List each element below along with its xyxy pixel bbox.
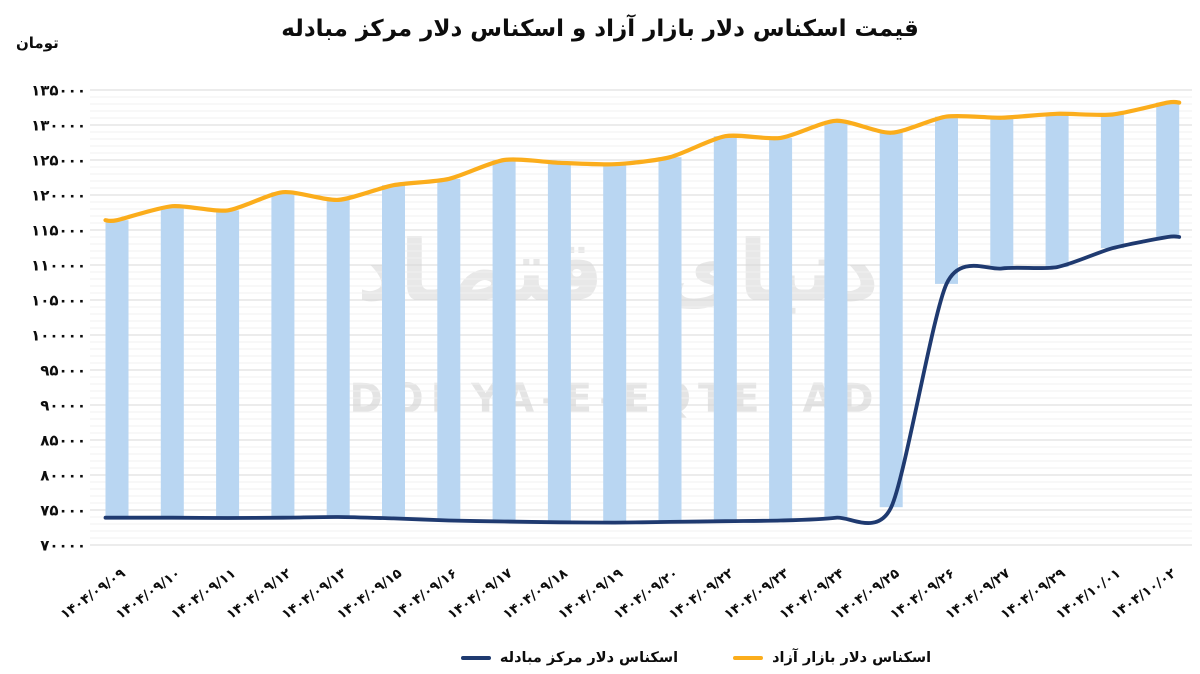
- y-tick-label: ۷۵۰۰۰: [40, 502, 86, 520]
- y-tick-label: ۹۵۰۰۰: [40, 362, 86, 380]
- exchange-line-swatch: [460, 656, 491, 660]
- free-market-line: [103, 99, 1182, 224]
- range-bar: [603, 164, 627, 523]
- gridlines: [90, 89, 1192, 546]
- range-bar: [1100, 114, 1124, 249]
- range-bar: [769, 137, 793, 521]
- range-bar: [216, 210, 240, 518]
- bars-group: [105, 102, 1180, 523]
- legend-item-free-market: اسکناس دلار بازار آزاد: [733, 650, 931, 666]
- y-tick-label: ۱۱۵۰۰۰: [31, 222, 86, 240]
- range-bar: [492, 160, 516, 522]
- free-market-line-swatch: [733, 656, 764, 660]
- y-tick-label: ۱۱۰۰۰۰: [31, 257, 86, 275]
- y-tick-label: ۹۰۰۰۰: [40, 397, 86, 415]
- legend-label-free-market: اسکناس دلار بازار آزاد: [772, 650, 932, 666]
- y-axis-unit-label: تومان: [16, 34, 59, 52]
- range-bar: [990, 117, 1014, 269]
- y-tick-label: ۱۳۵۰۰۰: [31, 82, 86, 100]
- range-bar: [382, 185, 405, 519]
- y-tick-label: ۷۰۰۰۰: [40, 537, 86, 555]
- legend-label-exchange-center: اسکناس دلار مرکز مبادله: [499, 650, 679, 666]
- x-axis-labels: ۱۴۰۴/۰۹/۰۹۱۴۰۴/۰۹/۱۰۱۴۰۴/۰۹/۱۱۱۴۰۴/۰۹/۱۲…: [58, 565, 1180, 623]
- y-tick-label: ۱۲۵۰۰۰: [31, 152, 86, 170]
- range-bar: [326, 199, 350, 517]
- range-bar: [437, 178, 461, 521]
- legend-item-exchange-center: اسکناس دلار مرکز مبادله: [460, 650, 679, 666]
- range-bar: [824, 120, 848, 518]
- range-bar: [935, 116, 958, 284]
- range-bar: [160, 206, 184, 518]
- legend: اسکناس دلار مرکز مبادله اسکناس دلار بازا…: [96, 650, 1200, 666]
- range-bar: [1156, 102, 1180, 237]
- range-bar: [1045, 113, 1069, 268]
- y-tick-label: ۸۰۰۰۰: [40, 467, 86, 485]
- y-tick-label: ۱۰۵۰۰۰: [31, 292, 86, 310]
- range-bar: [271, 192, 295, 518]
- y-axis-labels: ۱۳۵۰۰۰ ۱۳۰۰۰۰ ۱۲۵۰۰۰ ۱۲۰۰۰۰ ۱۱۵۰۰۰ ۱۱۰۰۰۰ ۱۰۵۰…: [31, 82, 86, 555]
- y-tick-label: ۸۵۰۰۰: [40, 432, 86, 450]
- range-bar: [879, 132, 903, 508]
- range-bar: [658, 157, 682, 522]
- range-bar: [105, 220, 129, 518]
- y-tick-label: ۱۰۰۰۰۰: [31, 327, 86, 345]
- y-tick-label: ۱۲۰۰۰۰: [31, 187, 86, 205]
- y-tick-label: ۱۳۰۰۰۰: [31, 117, 86, 135]
- exchange-center-line: [103, 234, 1182, 525]
- chart-title: قیمت اسکناس دلار بازار آزاد و اسکناس دلا…: [281, 16, 919, 42]
- range-bar: [547, 162, 571, 523]
- range-bar: [713, 136, 737, 522]
